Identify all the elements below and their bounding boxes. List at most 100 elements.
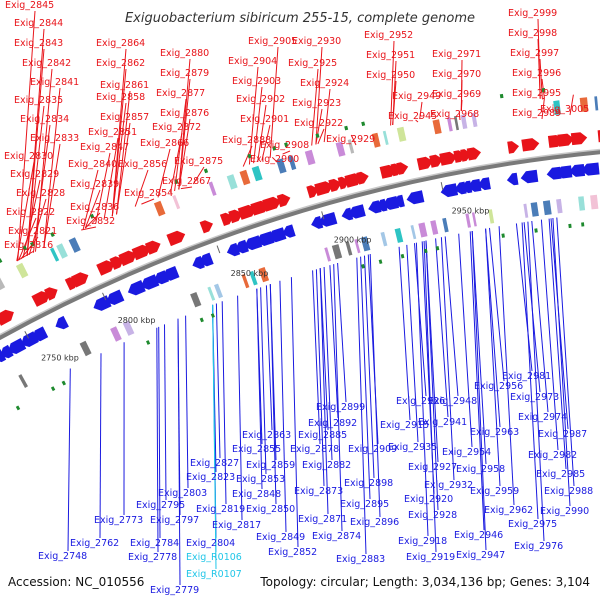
forward_genes-label[interactable]: Exig_2843 [14, 38, 63, 49]
reverse_genes-label[interactable]: Exig_2885 [298, 430, 347, 441]
reverse_genes-label[interactable]: Exig_2779 [150, 585, 199, 596]
forward_genes-label[interactable]: Exig_2925 [288, 58, 337, 69]
reverse_genes-label[interactable]: Exig_2850 [246, 504, 295, 515]
forward_genes-label[interactable]: Exig_2901 [240, 114, 289, 125]
reverse_genes-label[interactable]: Exig_2946 [454, 530, 503, 541]
reverse_genes-label[interactable]: Exig_2874 [312, 531, 361, 542]
reverse_genes-label[interactable]: Exig_2896 [350, 517, 399, 528]
reverse_genes-label[interactable]: Exig_2819 [196, 504, 245, 515]
forward_genes-label[interactable]: Exig_2904 [228, 56, 277, 67]
reverse_genes-label[interactable]: Exig_2855 [232, 444, 281, 455]
forward_genes-label[interactable]: Exig_2844 [14, 18, 63, 29]
forward_genes-label[interactable]: Exig_2902 [236, 94, 285, 105]
forward_genes-label[interactable]: Exig_2989 [512, 108, 561, 119]
reverse_genes-label[interactable]: Exig_2873 [294, 486, 343, 497]
forward_genes-label[interactable]: Exig_2862 [96, 58, 145, 69]
forward_genes-label[interactable]: Exig_2835 [14, 95, 63, 106]
forward_genes-label[interactable]: Exig_2908 [260, 140, 309, 151]
forward_genes-label[interactable]: Exig_2845 [5, 0, 54, 11]
reverse_genes-label[interactable]: Exig_2871 [298, 514, 347, 525]
forward_genes-label[interactable]: Exig_2836 [70, 202, 119, 213]
reverse_genes-label[interactable]: Exig_2935 [388, 442, 437, 453]
forward_genes-label[interactable]: Exig_2952 [364, 30, 413, 41]
forward_genes-label[interactable]: Exig_2971 [432, 49, 481, 60]
forward_genes-label[interactable]: Exig_2950 [366, 70, 415, 81]
reverse_genes-label[interactable]: Exig_2778 [128, 552, 177, 563]
forward_genes-label[interactable]: Exig_2841 [30, 77, 79, 88]
reverse_genes-label[interactable]: Exig_2926 [396, 396, 445, 407]
forward_genes-label[interactable]: Exig_2999 [508, 8, 557, 19]
reverse_genes-label[interactable]: Exig_2915 [380, 420, 429, 431]
reverse_genes-label[interactable]: Exig_2919 [406, 552, 455, 563]
forward_genes-label[interactable]: Exig_2905 [248, 36, 297, 47]
forward_genes-label[interactable]: Exig_2949 [392, 91, 441, 102]
reverse_genes-label[interactable]: Exig_2859 [246, 460, 295, 471]
reverse_genes-label[interactable]: Exig_2817 [212, 520, 261, 531]
forward_genes-label[interactable]: Exig_2969 [432, 89, 481, 100]
forward_genes-label[interactable]: Exig_2857 [100, 112, 149, 123]
reverse_genes-label[interactable]: Exig_2941 [418, 417, 467, 428]
forward_genes-label[interactable]: Exig_2858 [96, 92, 145, 103]
reverse_genes-label[interactable]: Exig_2849 [256, 532, 305, 543]
forward_genes-label[interactable]: Exig_2930 [292, 36, 341, 47]
forward_genes-label[interactable]: Exig_2879 [160, 68, 209, 79]
forward_genes-label[interactable]: Exig_2996 [512, 68, 561, 79]
reverse_genes-label[interactable]: Exig_2797 [150, 515, 199, 526]
forward_genes-label[interactable]: Exig_2877 [156, 88, 205, 99]
forward_genes-label[interactable]: Exig_2829 [10, 169, 59, 180]
reverse_genes-label[interactable]: Exig_2878 [290, 444, 339, 455]
reverse_genes-label[interactable]: Exig_2954 [442, 447, 491, 458]
forward_genes-label[interactable]: Exig_3005 [540, 104, 589, 115]
forward_genes-label[interactable]: Exig_2833 [30, 133, 79, 144]
forward_genes-label[interactable]: Exig_2821 [8, 226, 57, 237]
forward_genes-label[interactable]: Exig_2880 [160, 48, 209, 59]
forward_genes-label[interactable]: Exig_2828 [16, 188, 65, 199]
forward_genes-label[interactable]: Exig_2945 [388, 111, 437, 122]
forward_genes-label[interactable]: Exig_2970 [432, 69, 481, 80]
reverse_genes-label[interactable]: Exig_2982 [528, 450, 577, 461]
reverse_genes-label[interactable]: Exig_2899 [316, 402, 365, 413]
reverse_genes-label[interactable]: Exig_2848 [232, 489, 281, 500]
forward_genes-label[interactable]: Exig_2903 [232, 76, 281, 87]
forward_genes-label[interactable]: Exig_2968 [430, 109, 479, 120]
reverse_genes-label[interactable]: Exig_2918 [398, 536, 447, 547]
reverse_genes-label[interactable]: Exig_2892 [308, 418, 357, 429]
forward_genes-label[interactable]: Exig_2876 [160, 108, 209, 119]
reverse_genes-label[interactable]: Exig_2748 [38, 551, 87, 562]
reverse_genes-label[interactable]: Exig_2976 [514, 541, 563, 552]
reverse_genes-label[interactable]: Exig_2852 [268, 547, 317, 558]
forward_genes-label[interactable]: Exig_2866 [140, 138, 189, 149]
reverse_genes-label[interactable]: Exig_2932 [424, 480, 473, 491]
reverse_genes-label[interactable]: Exig_2981 [502, 371, 551, 382]
reverse_genes-label[interactable]: Exig_2928 [408, 510, 457, 521]
reverse_genes-label[interactable]: Exig_2990 [540, 506, 589, 517]
forward_genes-label[interactable]: Exig_2816 [4, 240, 53, 251]
reverse_genes-label[interactable]: Exig_2988 [544, 486, 593, 497]
reverse_genes-label[interactable]: Exig_2803 [158, 488, 207, 499]
forward_genes-label[interactable]: Exig_2923 [292, 98, 341, 109]
reverse_genes-label[interactable]: Exig_2963 [470, 427, 519, 438]
reverse_genes-label[interactable]: Exig_2959 [470, 486, 519, 497]
forward_genes-label[interactable]: Exig_2822 [6, 207, 55, 218]
forward_genes-label[interactable]: Exig_2995 [512, 88, 561, 99]
forward_genes-label[interactable]: Exig_2924 [300, 78, 349, 89]
reverse_genes-label[interactable]: Exig_2898 [344, 478, 393, 489]
forward_genes-label[interactable]: Exig_2851 [88, 127, 137, 138]
forward_genes-label[interactable]: Exig_2861 [100, 80, 149, 91]
reverse_genes-label[interactable]: Exig_2784 [130, 538, 179, 549]
reverse_genes-label[interactable]: Exig_2823 [186, 472, 235, 483]
reverse_genes-label[interactable]: Exig_2827 [190, 458, 239, 469]
forward_genes-label[interactable]: Exig_2856 [118, 159, 167, 170]
forward_genes-label[interactable]: Exig_2900 [250, 154, 299, 165]
reverse_genes-label[interactable]: Exig_2973 [510, 392, 559, 403]
reverse_genes-label[interactable]: Exig_2948 [428, 396, 477, 407]
reverse_genes-label[interactable]: Exig_2987 [538, 429, 587, 440]
reverse_genes-label[interactable]: Exig_2804 [186, 538, 235, 549]
reverse_genes-label[interactable]: Exig_2956 [474, 381, 523, 392]
forward_genes-label[interactable]: Exig_2830 [4, 151, 53, 162]
forward_genes-label[interactable]: Exig_2840 [68, 159, 117, 170]
forward_genes-label[interactable]: Exig_2872 [152, 122, 201, 133]
forward_genes-label[interactable]: Exig_2951 [366, 50, 415, 61]
reverse_genes-label[interactable]: Exig_2958 [456, 464, 505, 475]
forward_genes-label[interactable]: Exig_2888 [222, 135, 271, 146]
